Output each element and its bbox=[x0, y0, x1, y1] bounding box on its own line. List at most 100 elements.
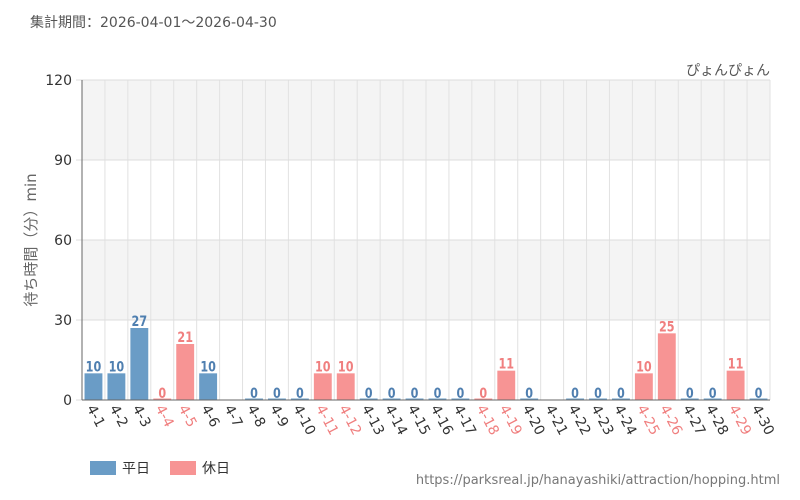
x-tick-label: 4-29 bbox=[725, 402, 754, 438]
bar-value-label: 0 bbox=[617, 385, 625, 402]
bar bbox=[611, 398, 630, 400]
bar bbox=[84, 373, 103, 400]
bar-value-label: 10 bbox=[200, 358, 216, 375]
x-tick-label: 4-2 bbox=[106, 402, 131, 430]
x-tick-label: 4-18 bbox=[473, 402, 502, 438]
y-tick-label: 120 bbox=[45, 73, 72, 89]
bar-value-label: 21 bbox=[177, 329, 193, 346]
bar-value-label: 0 bbox=[250, 385, 258, 402]
bar-value-label: 0 bbox=[709, 385, 717, 402]
bar bbox=[290, 398, 309, 400]
legend-swatch-weekday bbox=[90, 461, 116, 475]
bar bbox=[107, 373, 126, 400]
bar-value-label: 0 bbox=[686, 385, 694, 402]
bar bbox=[520, 398, 539, 400]
bar-value-label: 0 bbox=[571, 385, 579, 402]
x-tick-label: 4-9 bbox=[266, 402, 291, 430]
bar-value-label: 25 bbox=[659, 318, 675, 335]
bar bbox=[405, 398, 424, 400]
bar-value-label: 10 bbox=[86, 358, 102, 375]
x-tick-label: 4-25 bbox=[633, 402, 662, 438]
bar-value-label: 10 bbox=[109, 358, 125, 375]
bar bbox=[313, 373, 332, 400]
bar bbox=[589, 398, 607, 400]
bar-value-label: 10 bbox=[636, 358, 652, 375]
y-tick-label: 30 bbox=[54, 313, 72, 329]
bar bbox=[680, 398, 699, 400]
x-tick-label: 4-22 bbox=[565, 402, 594, 438]
legend-item-weekday: 平日 bbox=[90, 458, 150, 478]
bar bbox=[474, 398, 493, 400]
x-tick-label: 4-1 bbox=[83, 402, 108, 430]
bar-value-label: 10 bbox=[315, 358, 331, 375]
bar bbox=[153, 398, 172, 400]
bar-value-label: 0 bbox=[273, 385, 281, 402]
bar-value-label: 0 bbox=[457, 385, 465, 402]
bar bbox=[726, 370, 745, 400]
legend: 平日 休日 bbox=[90, 458, 250, 478]
bar-value-label: 0 bbox=[594, 385, 602, 402]
x-tick-label: 4-14 bbox=[381, 402, 410, 438]
x-tick-label: 4-28 bbox=[702, 402, 731, 438]
x-tick-label: 4-8 bbox=[243, 402, 268, 430]
bar-value-label: 0 bbox=[755, 385, 763, 402]
x-tick-label: 4-13 bbox=[358, 402, 387, 438]
source-url: https://parksreal.jp/hanayashiki/attract… bbox=[415, 473, 780, 488]
x-tick-label: 4-20 bbox=[519, 402, 548, 438]
bar bbox=[267, 398, 286, 400]
bar bbox=[199, 373, 218, 400]
bar-value-label: 11 bbox=[728, 355, 744, 372]
x-tick-label: 4-19 bbox=[496, 402, 525, 438]
x-tick-label: 4-3 bbox=[129, 402, 154, 430]
y-axis-label: 待ち時間（分）min bbox=[22, 173, 40, 306]
y-tick-label: 0 bbox=[63, 393, 72, 409]
x-tick-label: 4-11 bbox=[312, 402, 341, 438]
x-tick-label: 4-23 bbox=[587, 402, 616, 438]
bar-value-label: 0 bbox=[296, 385, 304, 402]
bar bbox=[359, 398, 378, 400]
bar bbox=[176, 344, 195, 400]
bar-value-label: 0 bbox=[158, 385, 166, 402]
x-tick-label: 4-6 bbox=[198, 402, 223, 430]
bar bbox=[657, 333, 676, 400]
bar bbox=[336, 373, 355, 400]
x-tick-label: 4-10 bbox=[289, 402, 318, 438]
bar bbox=[428, 398, 447, 400]
bar-value-label: 27 bbox=[132, 313, 148, 330]
x-tick-label: 4-30 bbox=[748, 402, 777, 438]
bar-value-label: 0 bbox=[365, 385, 373, 402]
bar-value-label: 0 bbox=[388, 385, 396, 402]
bar-value-label: 0 bbox=[411, 385, 419, 402]
legend-label-weekday: 平日 bbox=[122, 461, 150, 477]
chart-title: ぴょんぴょん bbox=[686, 63, 770, 79]
x-tick-label: 4-24 bbox=[610, 402, 639, 438]
x-tick-label: 4-12 bbox=[335, 402, 364, 438]
bar-value-label: 10 bbox=[338, 358, 354, 375]
bar bbox=[703, 398, 722, 400]
x-tick-label: 4-16 bbox=[427, 402, 456, 438]
period-label: 集計期間：2026-04-01～2026-04-30 bbox=[30, 15, 277, 31]
x-tick-label: 4-27 bbox=[679, 402, 708, 438]
x-tick-label: 4-26 bbox=[656, 402, 685, 438]
x-tick-label: 4-21 bbox=[542, 402, 571, 438]
bar-value-label: 11 bbox=[498, 355, 514, 372]
y-tick-label: 60 bbox=[54, 233, 72, 249]
x-tick-label: 4-17 bbox=[450, 402, 479, 438]
x-tick-label: 4-5 bbox=[175, 402, 200, 430]
legend-item-holiday: 休日 bbox=[170, 458, 230, 478]
bar-value-label: 0 bbox=[479, 385, 487, 402]
bar bbox=[566, 398, 585, 400]
legend-label-holiday: 休日 bbox=[202, 461, 230, 477]
bar bbox=[749, 398, 768, 400]
y-tick-label: 90 bbox=[54, 153, 72, 169]
bar bbox=[382, 398, 401, 400]
bar-value-label: 0 bbox=[434, 385, 442, 402]
bar bbox=[451, 398, 470, 400]
x-tick-label: 4-7 bbox=[221, 402, 246, 430]
legend-swatch-holiday bbox=[170, 461, 196, 475]
bar bbox=[245, 398, 263, 400]
x-tick-label: 4-15 bbox=[404, 402, 433, 438]
x-tick-label: 4-4 bbox=[152, 402, 177, 430]
bar bbox=[634, 373, 653, 400]
